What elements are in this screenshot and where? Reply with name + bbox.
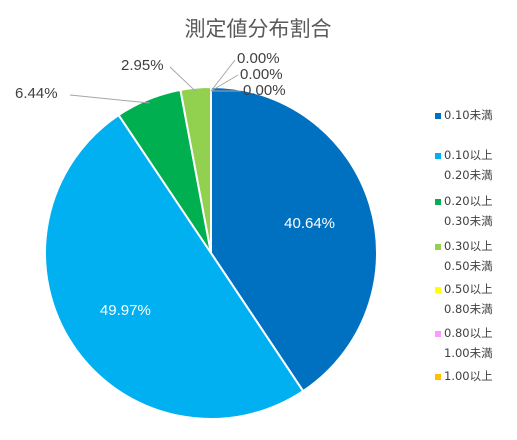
legend-label: 0.20未満: [444, 168, 493, 182]
data-label: 2.95%: [121, 57, 164, 74]
leader-line: [210, 59, 236, 92]
data-label: 40.64%: [284, 215, 335, 232]
leader-line: [210, 74, 239, 92]
legend-swatch: [435, 244, 441, 250]
pie-slices: [43, 85, 378, 421]
pie-slice: [43, 113, 305, 421]
legend-swatch: [435, 153, 441, 159]
legend-label: 1.00未満: [444, 346, 493, 360]
legend-label: 0.30未満: [444, 214, 493, 228]
legend-swatch: [435, 113, 441, 119]
data-label: 0.00%: [240, 66, 283, 83]
legend-swatch: [435, 199, 441, 205]
legend-label: 0.30以上: [444, 239, 493, 253]
leader-lines: [69, 59, 241, 104]
leader-line: [169, 66, 197, 93]
legend-label: 0.80以上: [444, 326, 493, 340]
data-label: 0.00%: [243, 82, 286, 99]
legend-label: 0.80未満: [444, 302, 493, 316]
legend: 0.10未満 0.10以上 0.20未満 0.20以上 0.30未満 0.30以上 0.50…: [435, 108, 493, 383]
data-labels: 40.64%49.97%6.44%2.95% 0.00%0.00%0.00%: [15, 50, 335, 319]
legend-swatch: [435, 287, 441, 293]
legend-label: 0.50以上: [444, 282, 493, 296]
legend-label: 0.20以上: [444, 194, 493, 208]
legend-label: 1.00以上: [444, 369, 493, 383]
legend-label: 0.50未満: [444, 259, 493, 273]
chart-title: 測定値分布割合: [185, 17, 332, 41]
legend-label: 0.10以上: [444, 148, 493, 162]
data-label: 49.97%: [100, 302, 151, 319]
legend-swatch: [435, 331, 441, 337]
legend-swatch: [435, 374, 441, 380]
legend-label: 0.10未満: [444, 108, 493, 122]
data-label: 6.44%: [15, 85, 58, 102]
data-label: 0.00%: [237, 50, 280, 67]
leader-line: [69, 94, 150, 104]
pie-slice: [179, 85, 212, 254]
